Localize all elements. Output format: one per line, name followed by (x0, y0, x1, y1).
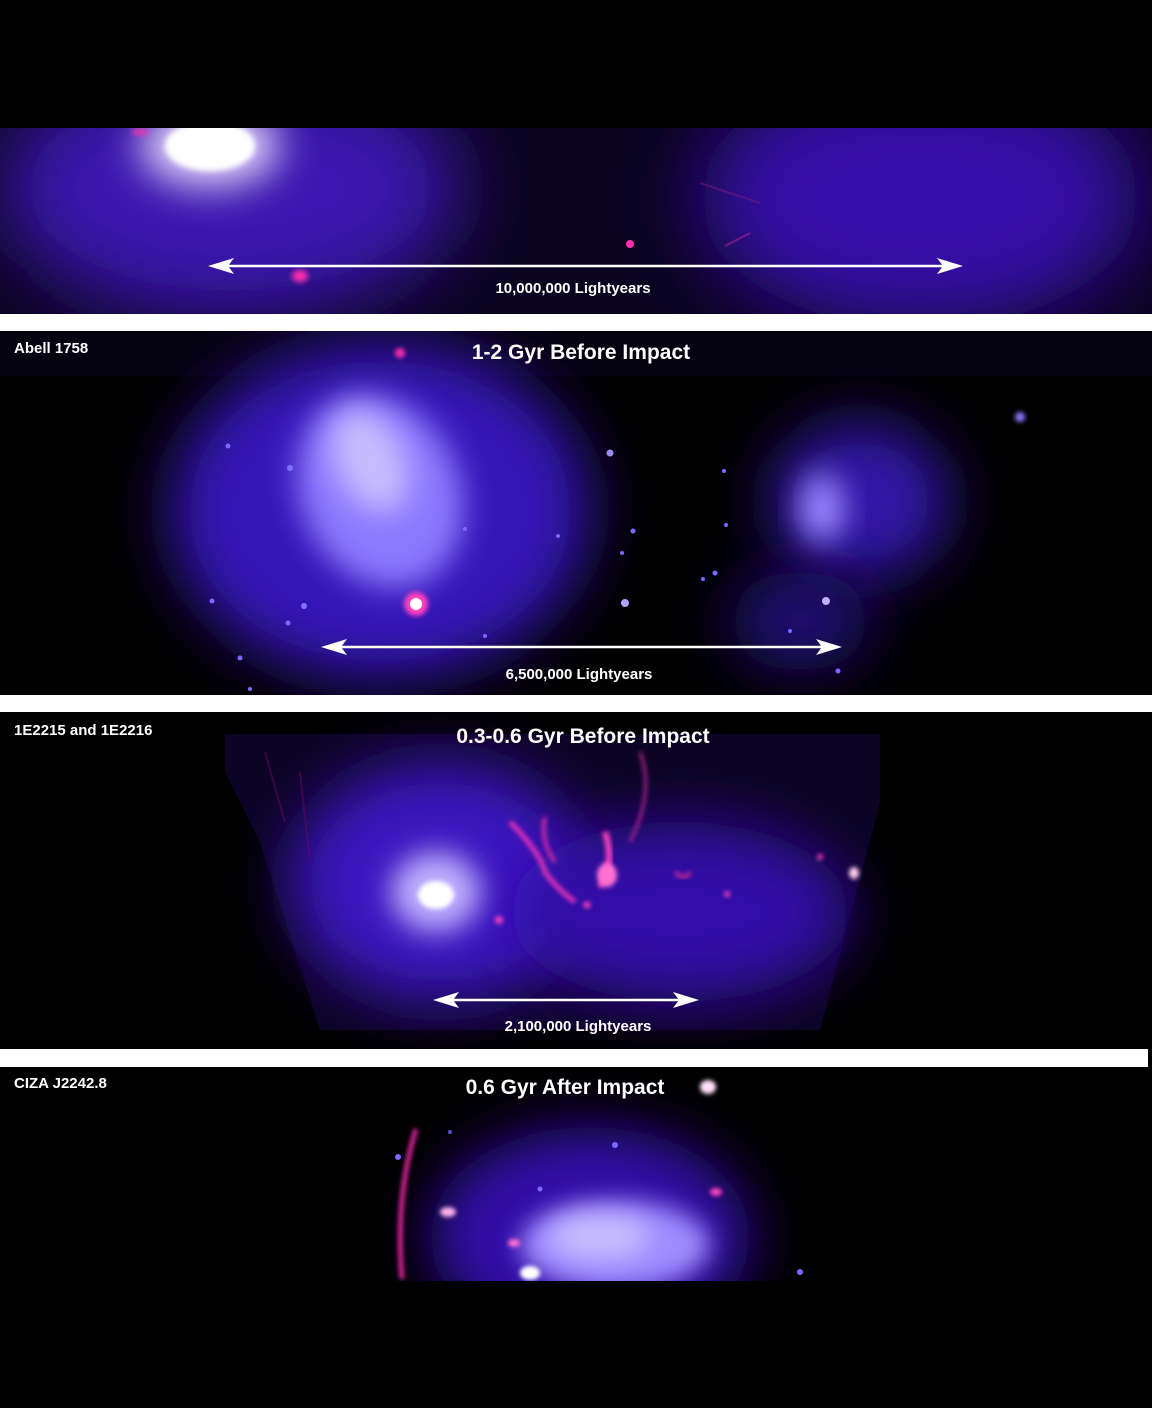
panel-3-emission (225, 734, 880, 1030)
cluster-name-3: 1E2215 and 1E2216 (14, 722, 153, 739)
xray-cluster-right (510, 822, 850, 1002)
xray-cluster-secondary (770, 421, 950, 581)
panel-1-image: 10,000,000 Lightyears (0, 128, 1152, 314)
cluster-name-2: Abell 1758 (14, 340, 89, 357)
scale-label-3: 2,100,000 Lightyears (504, 1018, 652, 1035)
divider-1 (0, 314, 1152, 331)
panel-3-image: 1E2215 and 1E2216 0.3-0.6 Gyr Before Imp… (0, 712, 1152, 1049)
epoch-title-2: 1-2 Gyr Before Impact (471, 341, 691, 364)
cluster-name-4: CIZA J2242.8 (14, 1075, 107, 1092)
panel-1-emission (0, 128, 1152, 314)
scale-label-2: 6,500,000 Lightyears (505, 666, 653, 683)
scale-arrow-3 (433, 992, 699, 1008)
divider-2 (0, 695, 1152, 712)
panel-2-emission (0, 331, 1152, 691)
epoch-title-4: 0.6 Gyr After Impact (465, 1076, 665, 1099)
panel-4-image: CIZA J2242.8 0.6 Gyr After Impact (0, 1067, 1152, 1281)
panel-2-image: Abell 1758 1-2 Gyr Before Impact 6,500,0… (0, 331, 1152, 695)
xray-cluster-right (700, 128, 1140, 314)
panel-4-emission (395, 1080, 803, 1281)
radio-relic (397, 1128, 419, 1280)
scale-label-1: 10,000,000 Lightyears (495, 280, 651, 297)
xray-cluster-left (0, 128, 460, 314)
scale-arrow-1 (208, 258, 963, 274)
divider-3 (0, 1049, 1148, 1067)
epoch-title-3: 0.3-0.6 Gyr Before Impact (456, 725, 710, 748)
scale-arrow-2 (321, 639, 842, 655)
